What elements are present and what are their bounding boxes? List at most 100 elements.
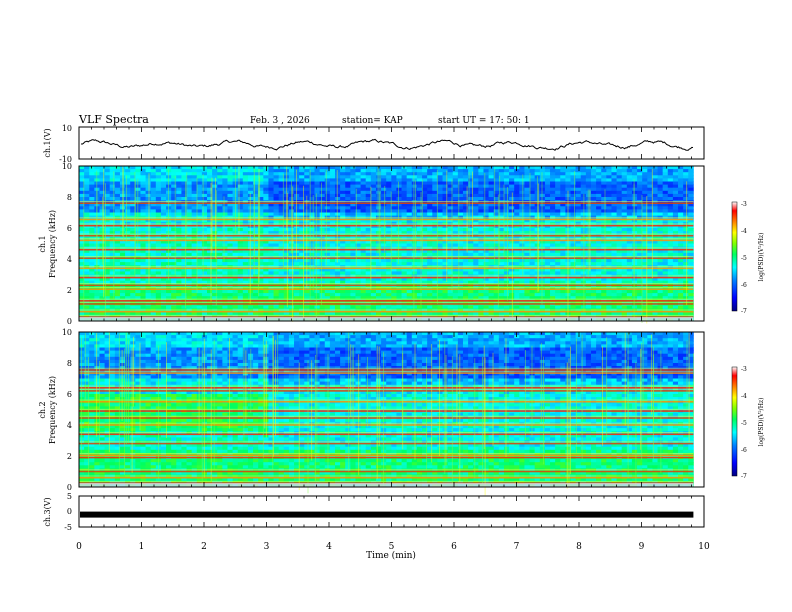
spec-cell [678, 243, 684, 247]
spec-cell [606, 206, 612, 210]
spec-cell [299, 218, 305, 223]
spec-cell [253, 190, 259, 195]
spec-cell [258, 206, 264, 210]
spec-cell [611, 212, 617, 216]
spec-cell [84, 252, 90, 257]
spec-cell [360, 169, 367, 173]
spec-cell [181, 187, 187, 192]
spec-cell [140, 277, 146, 282]
spec-cell [432, 231, 438, 235]
spec-cell [442, 271, 449, 275]
spec-cell [186, 249, 193, 254]
spec-cell [616, 259, 623, 263]
spec-cell [422, 181, 428, 185]
spec-cell [319, 206, 326, 210]
spec-cell [432, 209, 438, 213]
spec-cell [662, 175, 669, 179]
spec-cell [457, 169, 464, 173]
spec-cell [237, 271, 244, 275]
spec-cell [278, 193, 285, 198]
spec-cell [642, 249, 648, 254]
spec-cell [181, 290, 187, 294]
spec-cell [109, 228, 116, 232]
spec-cell [268, 268, 274, 272]
spec-cell [258, 212, 264, 216]
spec-cell [688, 271, 694, 275]
spec-cell [94, 166, 100, 170]
spec-cell [119, 290, 126, 294]
spec-cell [457, 172, 464, 176]
spec-cell [391, 203, 397, 207]
spec-cell [114, 190, 121, 195]
spec-cell [340, 212, 346, 216]
spec-cell [104, 240, 111, 244]
spec-cell [375, 259, 382, 263]
spec-cell [119, 262, 126, 266]
spec-cell [427, 166, 433, 170]
spec-cell [478, 243, 484, 247]
spec-cell [662, 203, 669, 207]
spec-cell [462, 243, 469, 247]
spec-cell [596, 169, 602, 173]
spec-cell [442, 231, 449, 235]
spec-cell [601, 212, 607, 216]
spec-cell [478, 228, 484, 232]
spec-cell [227, 268, 233, 272]
spec-cell [606, 249, 612, 254]
spec-cell [416, 197, 423, 201]
spec-cell [672, 169, 679, 173]
spec-cell [657, 218, 664, 223]
spec-cell [232, 249, 239, 254]
spec-cell [488, 231, 495, 235]
spec-cell [222, 228, 228, 232]
spec-cell [539, 243, 546, 247]
spec-cell [140, 187, 146, 192]
spec-cell [150, 243, 157, 247]
spec-cell [355, 206, 361, 210]
spec-cell [590, 178, 597, 182]
spec-cell [319, 240, 326, 244]
spec-cell [580, 175, 587, 179]
spec-cell [171, 172, 177, 176]
spec-cell [365, 203, 372, 207]
spec-cell [667, 184, 674, 189]
spec-cell [550, 228, 556, 232]
spec-cell [186, 209, 193, 213]
spec-cell [206, 197, 213, 201]
spec-cell [596, 262, 602, 266]
spec-cell [637, 178, 643, 182]
spec-cell [365, 240, 372, 244]
spec-cell [212, 212, 218, 216]
spec-cell [606, 172, 612, 176]
spec-cell [89, 224, 95, 229]
spec-cell [509, 231, 515, 235]
spec-cell [345, 243, 351, 247]
spec-cell [253, 178, 259, 182]
spec-cell [503, 224, 510, 229]
spec-cell [483, 228, 489, 232]
spec-cell [99, 193, 105, 198]
spec-cell [109, 197, 116, 201]
spec-cell [611, 206, 617, 210]
spec-cell [550, 181, 556, 185]
spec-cell [375, 280, 382, 285]
spec-cell [657, 181, 664, 185]
spec-cell [427, 231, 433, 235]
spec-cell [242, 175, 249, 179]
spec-cell [652, 228, 658, 232]
spec-cell [150, 190, 157, 195]
spec-cell [155, 169, 162, 173]
spec-cell [89, 268, 95, 272]
spec-cell [145, 290, 152, 294]
spec-cell [309, 228, 315, 232]
spec-cell [488, 175, 495, 179]
spec-cell [626, 212, 633, 216]
spec-cell [637, 212, 643, 216]
spec-cell [365, 231, 372, 235]
spec-cell [155, 290, 162, 294]
spec-cell [637, 175, 643, 179]
spec-cell [104, 280, 111, 285]
spec-cell [360, 197, 367, 201]
spec-cell [247, 218, 254, 223]
spec-cell [247, 271, 254, 275]
